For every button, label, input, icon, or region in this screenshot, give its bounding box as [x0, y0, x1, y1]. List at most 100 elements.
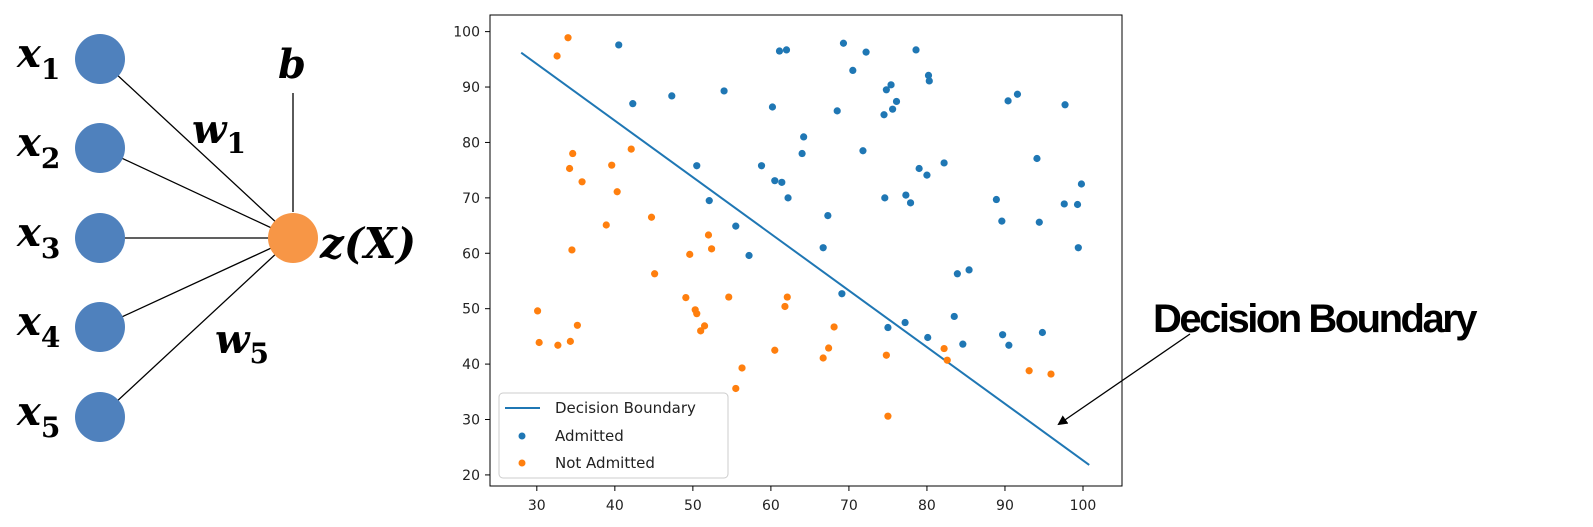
- scatter-point: [1025, 367, 1033, 375]
- scatter-point: [613, 188, 621, 196]
- scatter-point: [720, 87, 728, 95]
- scatter-point: [783, 293, 791, 301]
- scatter-point: [682, 294, 690, 302]
- scatter-point: [819, 354, 827, 362]
- y-axis: 20 30 40 50 60 70 80 90 100: [453, 25, 490, 484]
- decision-boundary-line: [520, 51, 1090, 466]
- scatter-point: [566, 337, 574, 345]
- y-tick-label: 100: [453, 25, 480, 41]
- scatter-point: [1013, 90, 1022, 98]
- weight-label-5: w5: [215, 316, 269, 370]
- scatter-point: [992, 195, 1000, 204]
- scatter-point: [800, 133, 808, 141]
- scatter-point: [775, 47, 784, 55]
- scatter-point: [1035, 218, 1043, 226]
- scatter-point: [825, 344, 833, 352]
- scatter-point: [1033, 154, 1041, 163]
- scatter-point: [950, 312, 958, 321]
- scatter-point: [959, 340, 967, 348]
- x-tick-label: 70: [840, 498, 858, 514]
- input-label-2: x2: [16, 119, 60, 175]
- scatter-point: [745, 251, 753, 260]
- x-tick-label: 80: [918, 498, 936, 514]
- legend-marker-admitted: [518, 432, 526, 440]
- edge-1: [99, 58, 294, 239]
- scatter-point: [564, 34, 572, 42]
- scatter-point: [697, 327, 705, 335]
- scatter-point: [554, 341, 562, 349]
- scatter-point: [923, 171, 931, 179]
- scatter-point: [849, 66, 857, 75]
- input-node-2: [75, 123, 125, 173]
- scatter-point: [798, 149, 806, 158]
- scatter-point: [627, 145, 635, 153]
- scatter-point: [615, 41, 623, 49]
- scatter-point: [686, 250, 694, 258]
- scatter-point: [578, 178, 586, 186]
- legend-label-admitted: Admitted: [555, 427, 624, 445]
- scatter-point: [725, 293, 733, 301]
- scatter-chart: 30 40 50 60 70 80 90 100 20 30 40 50 60 70 80 90 100 De…: [453, 14, 1123, 514]
- edge-4: [99, 237, 294, 328]
- scatter-point: [629, 100, 637, 108]
- series-not-admitted: [533, 34, 1055, 420]
- scatter-point: [924, 71, 933, 79]
- scatter-point: [882, 351, 890, 359]
- scatter-point: [1005, 341, 1013, 349]
- network-edges: [99, 58, 294, 418]
- scatter-point: [771, 177, 779, 185]
- edge-5: [99, 237, 294, 418]
- scatter-point: [573, 321, 581, 329]
- scatter-point: [925, 77, 933, 85]
- scatter-point: [862, 48, 870, 56]
- scatter-point: [732, 384, 740, 393]
- scatter-point: [915, 164, 923, 173]
- scatter-point: [880, 111, 888, 119]
- scatter-point: [1047, 370, 1055, 378]
- scatter-point: [705, 197, 713, 205]
- x-tick-label: 90: [996, 498, 1014, 514]
- scatter-point: [839, 39, 848, 47]
- scatter-point: [1061, 101, 1069, 109]
- y-tick-label: 70: [462, 191, 480, 207]
- bias-label: b: [278, 41, 306, 88]
- scatter-point: [535, 338, 543, 347]
- scatter-point: [782, 46, 791, 54]
- decision-boundary-series: [520, 51, 1090, 466]
- callout-label: Decision Boundary: [1153, 297, 1478, 341]
- y-tick-label: 80: [462, 135, 480, 151]
- scatter-point: [757, 162, 766, 170]
- scatter-point: [704, 231, 713, 239]
- scatter-point: [965, 266, 973, 274]
- scatter-point: [953, 270, 961, 278]
- scatter-point: [830, 323, 838, 331]
- callout-arrow: [1057, 333, 1191, 426]
- scatter-point: [940, 344, 948, 353]
- y-tick-label: 50: [462, 302, 480, 318]
- y-tick-label: 40: [462, 357, 480, 373]
- scatter-point: [668, 92, 676, 100]
- scatter-point: [651, 270, 659, 278]
- scatter-points: [533, 34, 1086, 420]
- scatter-point: [732, 222, 740, 230]
- input-label-1: x1: [16, 30, 60, 86]
- scatter-point: [859, 147, 867, 155]
- scatter-point: [781, 302, 789, 311]
- series-admitted: [615, 39, 1086, 349]
- scatter-point: [824, 211, 832, 220]
- legend: Decision Boundary Admitted Not Admitted: [498, 392, 729, 479]
- scatter-point: [553, 52, 561, 60]
- scatter-point: [943, 356, 951, 364]
- y-tick-label: 20: [462, 468, 480, 484]
- scatter-point: [784, 194, 792, 202]
- input-labels: x1 x2 x3 x4 x5: [16, 30, 60, 444]
- legend-marker-not-admitted: [518, 459, 526, 467]
- scatter-point: [700, 322, 709, 330]
- scatter-point: [569, 149, 577, 158]
- scatter-point: [889, 105, 897, 113]
- output-node: [268, 213, 318, 263]
- scatter-point: [565, 164, 574, 173]
- scatter-point: [693, 162, 701, 170]
- scatter-point: [884, 412, 892, 420]
- scatter-point: [1074, 244, 1082, 252]
